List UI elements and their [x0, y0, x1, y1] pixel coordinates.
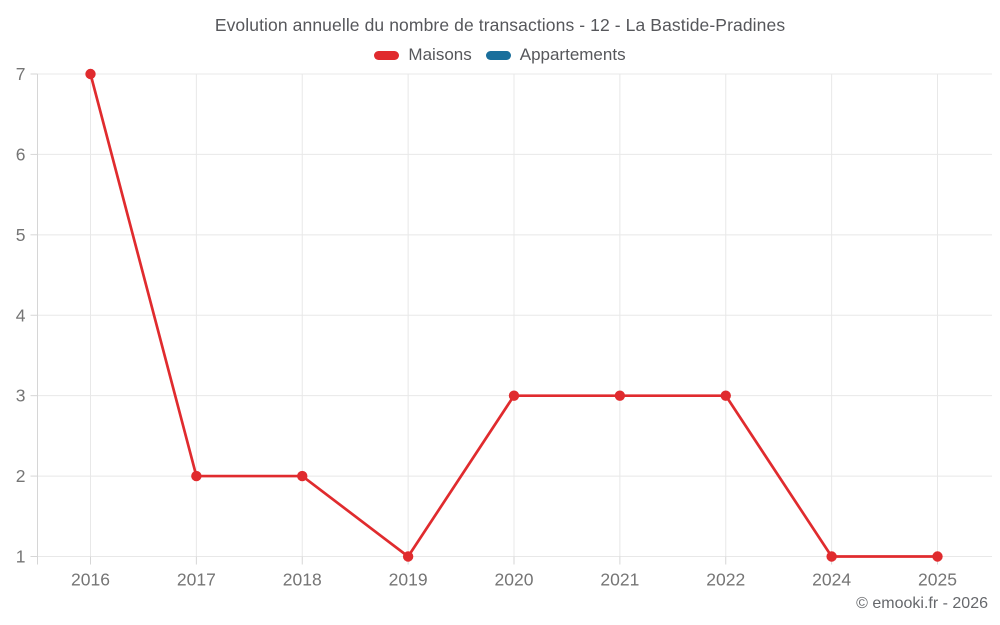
x-axis-label: 2019	[389, 570, 428, 590]
x-axis-label: 2018	[283, 570, 322, 590]
x-axis-label: 2017	[177, 570, 216, 590]
data-point-maisons-2017[interactable]	[191, 470, 202, 482]
y-axis-label: 3	[16, 386, 26, 406]
x-axis-label: 2020	[495, 570, 534, 590]
y-axis-label: 2	[16, 466, 26, 486]
x-axis-label: 2021	[600, 570, 639, 590]
x-axis-label: 2025	[918, 570, 957, 590]
x-axis-label: 2016	[71, 570, 110, 590]
y-axis-label: 5	[16, 225, 26, 245]
data-point-maisons-2025[interactable]	[932, 551, 943, 562]
data-point-maisons-2016[interactable]	[85, 68, 96, 80]
x-axis-label: 2024	[812, 570, 851, 590]
y-axis-label: 7	[16, 64, 26, 84]
maisons-series-swatch-icon	[374, 50, 400, 60]
chart-title: Evolution annuelle du nombre de transact…	[214, 15, 786, 35]
legend-label-maisons: Maisons	[408, 45, 472, 64]
legend-item-appartements[interactable]: Appartements	[485, 45, 626, 65]
copyright-credit: © emooki.fr - 2026	[856, 595, 988, 612]
legend: Maisons Appartements	[0, 45, 1000, 65]
y-axis-label: 1	[16, 547, 26, 567]
data-point-maisons-2020[interactable]	[508, 390, 520, 401]
x-axis-label: 2022	[706, 570, 745, 590]
data-point-maisons-2018[interactable]	[297, 470, 308, 482]
legend-label-appartements: Appartements	[519, 45, 626, 64]
data-point-maisons-2022[interactable]	[720, 390, 731, 401]
data-point-maisons-2021[interactable]	[614, 390, 626, 401]
y-axis-label: 6	[16, 144, 26, 164]
data-point-maisons-2019[interactable]	[402, 551, 414, 562]
appartements-series-swatch-icon	[485, 50, 511, 60]
data-point-maisons-2024[interactable]	[826, 551, 837, 562]
legend-item-maisons[interactable]: Maisons	[374, 45, 472, 65]
y-axis-label: 4	[16, 305, 26, 325]
